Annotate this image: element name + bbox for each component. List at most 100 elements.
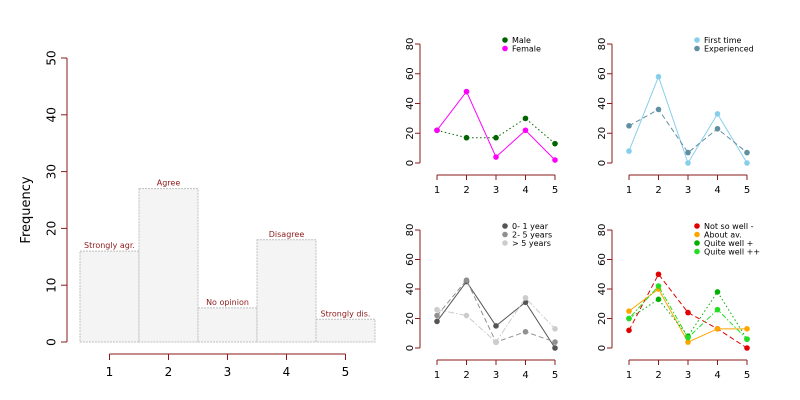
x-tick-label: 2 bbox=[655, 370, 661, 381]
data-point bbox=[685, 339, 691, 345]
legend-label: About av. bbox=[704, 231, 742, 240]
data-point bbox=[714, 326, 721, 332]
data-point bbox=[493, 339, 499, 345]
bar-label: Strongly agr. bbox=[84, 241, 135, 250]
data-point bbox=[463, 134, 470, 141]
data-point bbox=[655, 106, 662, 113]
y-tick-label: 20 bbox=[405, 312, 416, 325]
bar bbox=[138, 188, 199, 343]
legend-marker bbox=[694, 248, 700, 255]
data-point bbox=[434, 127, 440, 134]
series-line bbox=[436, 90, 556, 161]
series-line bbox=[436, 279, 556, 343]
legend-marker bbox=[502, 37, 508, 43]
y-tick-label: 60 bbox=[597, 253, 608, 266]
bar-label: Agree bbox=[157, 179, 181, 188]
legend-marker bbox=[502, 223, 508, 229]
legend-label: Not so well - bbox=[704, 222, 754, 231]
bar bbox=[197, 307, 258, 343]
data-point bbox=[626, 327, 632, 334]
y-tick-label: 30 bbox=[45, 164, 59, 179]
x-tick-label: 3 bbox=[685, 370, 691, 381]
data-point bbox=[655, 296, 662, 303]
series-line bbox=[628, 285, 748, 340]
data-point bbox=[714, 289, 721, 295]
x-tick-label: 2 bbox=[165, 365, 173, 379]
legend-label: First time bbox=[704, 36, 742, 45]
data-point bbox=[434, 312, 440, 319]
data-point bbox=[685, 149, 691, 156]
y-tick-label: 60 bbox=[597, 67, 608, 80]
y-tick-label: 0 bbox=[405, 345, 416, 351]
bar-label: No opinion bbox=[206, 298, 249, 307]
y-tick-label: 0 bbox=[45, 338, 59, 346]
x-tick-label: 4 bbox=[714, 370, 720, 381]
y-tick-label: 10 bbox=[45, 278, 59, 293]
x-tick-label: 4 bbox=[522, 370, 528, 381]
x-tick-label: 1 bbox=[106, 365, 114, 379]
x-tick-label: 4 bbox=[283, 365, 291, 379]
data-point bbox=[744, 345, 750, 351]
data-point bbox=[493, 134, 499, 141]
x-tick-label: 3 bbox=[224, 365, 232, 379]
y-tick-label: 40 bbox=[597, 97, 608, 110]
x-tick-label: 5 bbox=[744, 185, 750, 196]
x-tick-label: 3 bbox=[493, 370, 499, 381]
y-tick-label: 40 bbox=[405, 283, 416, 296]
x-tick-label: 5 bbox=[342, 365, 350, 379]
y-tick-label: 40 bbox=[597, 283, 608, 296]
data-point bbox=[552, 339, 558, 345]
data-point bbox=[552, 345, 558, 351]
series-line bbox=[628, 273, 748, 349]
data-point bbox=[434, 318, 440, 325]
bar bbox=[315, 318, 376, 343]
x-tick-label: 4 bbox=[522, 185, 528, 196]
y-tick-label: 0 bbox=[597, 160, 608, 166]
legend-marker bbox=[502, 45, 508, 52]
data-point bbox=[493, 323, 499, 329]
data-point bbox=[552, 157, 558, 163]
y-tick-label: 20 bbox=[597, 127, 608, 140]
data-point bbox=[744, 326, 750, 332]
x-tick-label: 1 bbox=[434, 370, 440, 381]
y-tick-label: 60 bbox=[405, 253, 416, 266]
legend-label: 2- 5 years bbox=[512, 231, 552, 240]
legend-marker bbox=[694, 45, 700, 52]
legend-label: Quite well + bbox=[704, 239, 753, 248]
y-tick-label: 80 bbox=[597, 224, 608, 237]
data-point bbox=[714, 111, 721, 117]
bar-label: Strongly dis. bbox=[321, 309, 371, 318]
data-point bbox=[626, 315, 632, 322]
y-tick-label: 20 bbox=[45, 221, 59, 236]
y-tick-label: 60 bbox=[405, 67, 416, 80]
legend-marker bbox=[694, 223, 700, 229]
data-point bbox=[655, 73, 662, 80]
x-tick-label: 1 bbox=[626, 185, 632, 196]
y-axis-label: Frequency bbox=[19, 176, 34, 243]
data-point bbox=[744, 160, 750, 166]
bar-label: Disagree bbox=[269, 230, 305, 239]
data-point bbox=[714, 125, 721, 132]
legend-label: Female bbox=[512, 45, 541, 54]
legend-marker bbox=[502, 231, 508, 238]
y-tick-label: 0 bbox=[405, 160, 416, 166]
legend-marker bbox=[694, 240, 700, 246]
legend-label: > 5 years bbox=[512, 239, 551, 248]
data-point bbox=[522, 299, 529, 306]
x-tick-label: 5 bbox=[552, 370, 558, 381]
y-tick-label: 20 bbox=[597, 312, 608, 325]
y-tick-label: 80 bbox=[597, 38, 608, 51]
legend-marker bbox=[694, 231, 700, 238]
x-tick-label: 2 bbox=[463, 185, 469, 196]
data-point bbox=[655, 271, 662, 278]
data-point bbox=[463, 312, 470, 319]
legend-label: 0- 1 year bbox=[512, 222, 549, 231]
data-point bbox=[493, 154, 499, 160]
x-tick-label: 3 bbox=[685, 185, 691, 196]
series-line bbox=[436, 117, 556, 145]
y-tick-label: 40 bbox=[405, 97, 416, 110]
data-point bbox=[685, 334, 691, 341]
data-point bbox=[463, 88, 470, 95]
